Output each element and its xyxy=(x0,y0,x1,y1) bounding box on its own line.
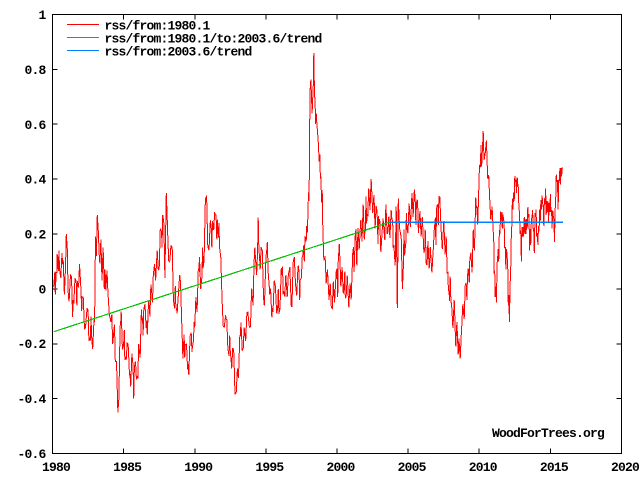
svg-text:1: 1 xyxy=(38,8,46,23)
svg-text:1995: 1995 xyxy=(255,460,284,475)
svg-text:2020: 2020 xyxy=(611,460,640,475)
svg-text:rss/from:2003.6/trend: rss/from:2003.6/trend xyxy=(105,44,252,59)
svg-text:2005: 2005 xyxy=(398,460,427,475)
svg-text:-0.6: -0.6 xyxy=(17,447,46,462)
svg-text:-0.2: -0.2 xyxy=(17,337,46,352)
svg-text:WoodForTrees.org: WoodForTrees.org xyxy=(492,426,605,441)
svg-text:0.4: 0.4 xyxy=(24,173,46,188)
svg-text:2010: 2010 xyxy=(469,460,498,475)
svg-text:rss/from:1980.1/to:2003.6/tren: rss/from:1980.1/to:2003.6/trend xyxy=(105,31,322,46)
svg-text:rss/from:1980.1: rss/from:1980.1 xyxy=(105,18,211,33)
svg-text:0.2: 0.2 xyxy=(24,228,46,243)
svg-text:0.6: 0.6 xyxy=(24,118,46,133)
svg-text:0: 0 xyxy=(38,282,46,297)
svg-text:1990: 1990 xyxy=(184,460,213,475)
svg-text:0.8: 0.8 xyxy=(24,63,46,78)
svg-text:1980: 1980 xyxy=(42,460,71,475)
svg-text:1985: 1985 xyxy=(113,460,142,475)
svg-text:-0.4: -0.4 xyxy=(17,392,46,407)
svg-text:2015: 2015 xyxy=(540,460,569,475)
svg-text:2000: 2000 xyxy=(326,460,355,475)
